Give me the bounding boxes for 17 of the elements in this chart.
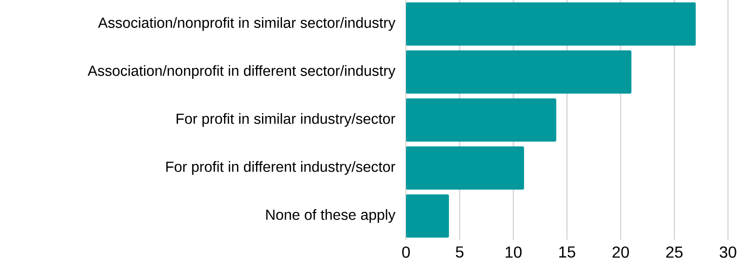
x-tick-label: 30 <box>720 246 736 258</box>
x-tick-label: 20 <box>612 246 629 258</box>
x-tick-label: 5 <box>456 246 464 258</box>
bar <box>406 50 632 94</box>
bar <box>406 2 696 46</box>
x-tick-label: 25 <box>666 246 683 258</box>
bar <box>406 146 524 190</box>
bar <box>406 194 449 238</box>
y-tick-label: None of these apply <box>266 209 396 223</box>
y-tick-label: Association/nonprofit in different sector/industry <box>88 65 396 79</box>
x-tick-label: 10 <box>506 246 522 258</box>
y-tick-label: For profit in different industry/sector <box>166 161 396 175</box>
y-tick-label: For profit in similar industry/sector <box>176 113 396 127</box>
x-tick-label: 0 <box>402 246 410 258</box>
bar <box>406 98 556 142</box>
y-tick-label: Association/nonprofit in similar sector/industry <box>98 17 396 31</box>
x-tick-label: 15 <box>559 246 576 258</box>
